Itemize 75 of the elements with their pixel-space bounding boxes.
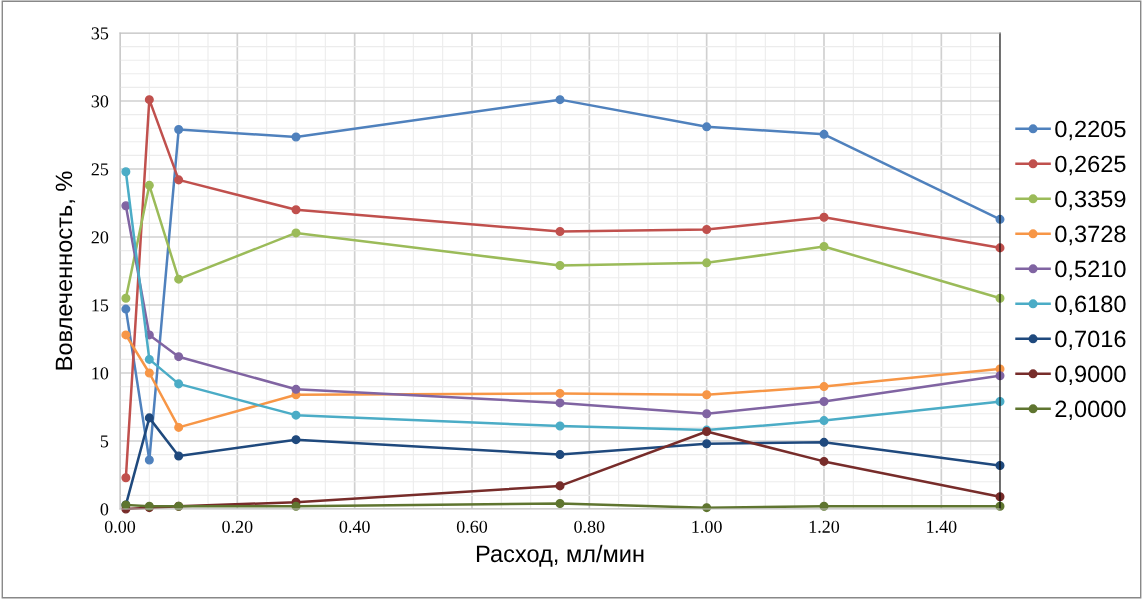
- point: [291, 228, 301, 238]
- point: [555, 421, 565, 431]
- point: [702, 225, 712, 235]
- point: [174, 451, 184, 461]
- legend-label: 0,3359: [1055, 190, 1126, 211]
- x-axis-title: Расход, мл/мин: [476, 544, 644, 567]
- point: [702, 122, 712, 132]
- point: [291, 384, 301, 394]
- point: [819, 129, 829, 139]
- y-tick-label: 30: [91, 95, 109, 108]
- point: [174, 352, 184, 362]
- legend-label: 0,5210: [1055, 260, 1126, 281]
- point: [174, 175, 184, 185]
- y-tick-label: 10: [92, 367, 109, 380]
- point: [555, 388, 565, 398]
- point: [555, 450, 565, 460]
- point: [121, 473, 131, 483]
- point: [121, 167, 131, 177]
- y-tick-label: 5: [100, 435, 109, 448]
- point: [555, 499, 565, 509]
- y-tick-label: 15: [92, 299, 109, 312]
- x-tick-label: 0.40: [339, 520, 370, 533]
- x-tick-label: 0.60: [456, 520, 488, 533]
- legend-label: 0,3728: [1055, 225, 1126, 246]
- point: [144, 180, 154, 190]
- point: [555, 227, 565, 237]
- point: [819, 416, 829, 426]
- point: [121, 293, 131, 303]
- point: [819, 212, 829, 222]
- y-axis-title: Вовлеченность, %: [55, 171, 76, 370]
- point: [555, 261, 565, 271]
- point: [174, 125, 184, 135]
- point: [702, 409, 712, 419]
- legend-label: 2,0000: [1055, 400, 1126, 421]
- point: [819, 437, 829, 447]
- x-tick-label: 1.00: [692, 520, 722, 533]
- point: [174, 422, 184, 432]
- point: [144, 95, 154, 105]
- point: [819, 397, 829, 407]
- y-tick-label: 20: [91, 231, 109, 244]
- x-tick-label: 0.20: [222, 520, 253, 533]
- point: [702, 258, 712, 268]
- legend-label: 0,9000: [1055, 365, 1126, 386]
- x-tick-label: 1.40: [927, 520, 957, 533]
- point: [174, 379, 184, 389]
- legend-label: 0,7016: [1055, 330, 1126, 351]
- point: [144, 413, 154, 423]
- point: [291, 435, 301, 445]
- legend-label: 0,6180: [1055, 295, 1126, 316]
- point: [291, 132, 301, 142]
- point: [702, 390, 712, 400]
- point: [121, 304, 131, 314]
- x-tick-label: 0.00: [104, 520, 136, 533]
- point: [555, 95, 565, 105]
- point: [819, 242, 829, 252]
- point: [555, 398, 565, 408]
- point: [819, 382, 829, 392]
- point: [291, 205, 301, 215]
- point: [291, 410, 301, 420]
- x-tick-label: 1.20: [809, 520, 840, 533]
- point: [144, 455, 154, 465]
- y-tick-label: 0: [100, 503, 109, 516]
- legend-label: 0,2205: [1055, 120, 1126, 141]
- point: [121, 201, 131, 211]
- point: [174, 274, 184, 284]
- point: [819, 456, 829, 466]
- point: [144, 354, 154, 364]
- y-tick-label: 25: [91, 163, 109, 176]
- point: [702, 439, 712, 449]
- x-tick-label: 0.80: [574, 520, 605, 533]
- point: [144, 368, 154, 378]
- legend-label: 0,2625: [1055, 155, 1126, 176]
- point: [121, 330, 131, 340]
- point: [555, 481, 565, 491]
- y-tick-label: 35: [91, 27, 109, 40]
